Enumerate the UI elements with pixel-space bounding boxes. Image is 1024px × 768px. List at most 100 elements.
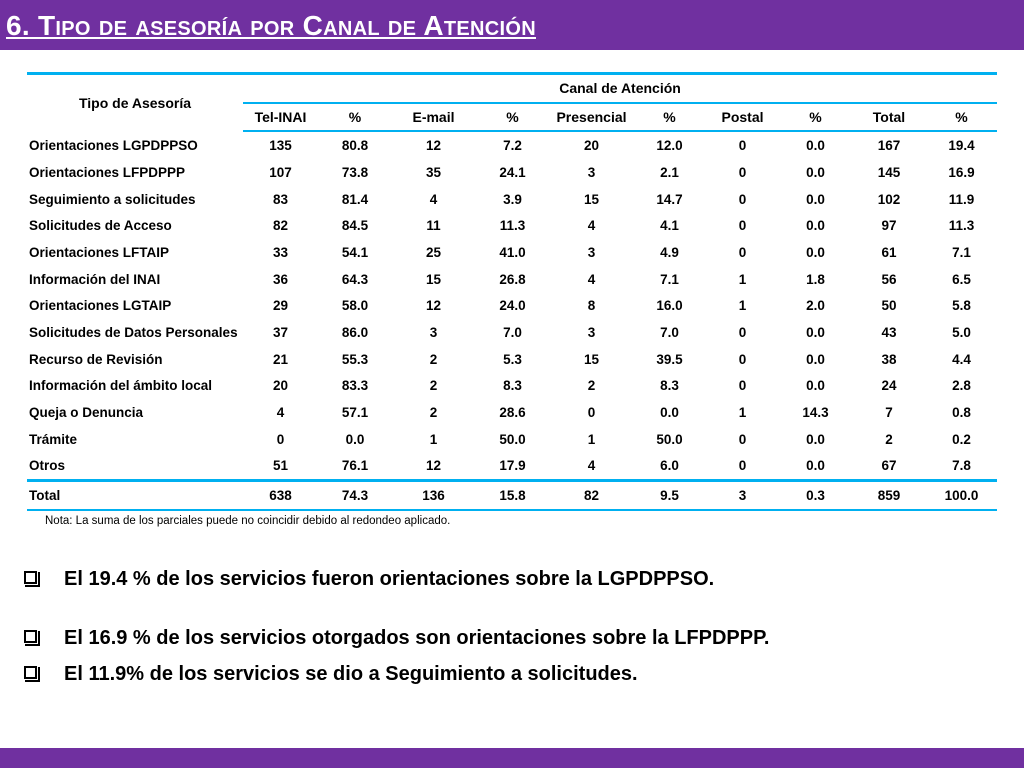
bullet-text: El 16.9 % de los servicios otorgados son… (64, 627, 770, 649)
table-cell: 3 (587, 325, 596, 341)
table-cell: 8.3 (503, 378, 522, 394)
table-row: Orientaciones LFPDPPP 107 73.8 35 24.1 3 2.1 0 0… (27, 159, 997, 186)
table-cell: 28.6 (499, 405, 526, 421)
table-cell: 24.0 (499, 298, 526, 314)
table-cell: 0 (738, 164, 747, 180)
table-cell: 2 (885, 431, 893, 447)
table-cell: 83.3 (341, 378, 369, 394)
table-cell: 12.0 (656, 138, 683, 154)
table-cell: 11.9 (948, 191, 975, 207)
table-cell: 4 (587, 218, 596, 234)
table-row: Solicitudes de Acceso 82 84.5 11 11.3 4 4.1 0 0.… (27, 212, 997, 239)
table-cell: 4.9 (660, 244, 679, 260)
table-row: Solicitudes de Datos Personales 37 86.0 3 7.… (27, 319, 997, 346)
page-title: 6. Tipo de asesoría por Canal de Atenció… (6, 10, 536, 41)
table-cell: 14.3 (802, 405, 829, 421)
row-label: Información del ámbito local (29, 378, 213, 394)
table-cell: 145 (877, 164, 901, 180)
table-cell: 67 (881, 458, 897, 474)
row-label: Orientaciones LFTAIP (29, 244, 170, 260)
corner-header: Tipo de Asesoría (27, 72, 243, 132)
table-row: Orientaciones LFTAIP 33 54.1 25 41.0 3 4.9 0 0.0… (27, 239, 997, 266)
table-cell: 73.8 (341, 164, 369, 180)
table-row: Otros 51 76.1 12 17.9 4 6.0 0 0.0 67 7.8 (27, 453, 997, 481)
table-cell: 2 (429, 378, 438, 394)
table-cell: 7.0 (503, 325, 522, 341)
column-header: Postal (706, 102, 779, 133)
table-cell: 20 (272, 378, 289, 394)
row-label: Trámite (29, 431, 78, 447)
table-cell: 0 (738, 244, 747, 260)
table-cell: 15 (425, 271, 442, 287)
checkbox-square-icon (24, 571, 40, 587)
table-cell: 39.5 (656, 351, 683, 367)
total-cell: 9.5 (633, 479, 706, 512)
table-cell: 0.0 (806, 244, 825, 260)
bullet-list: El 19.4 % de los servicios fueron orient… (24, 566, 769, 687)
row-label: Solicitudes de Acceso (29, 218, 172, 234)
table-cell: 135 (269, 138, 292, 154)
table-cell: 0 (738, 378, 747, 394)
table-row: Orientaciones LGTAIP 29 58.0 12 24.0 8 16.0 1 2.… (27, 293, 997, 320)
table-cell: 7 (885, 405, 893, 421)
table-cell: 83 (272, 191, 289, 207)
total-cell: 0.3 (779, 479, 852, 512)
table-cell: 4.4 (952, 351, 971, 367)
table-cell: 36 (272, 271, 289, 287)
row-label: Otros (29, 458, 66, 474)
table-cell: 6.0 (660, 458, 679, 474)
table-cell: 0 (738, 138, 747, 154)
table-cell: 4 (587, 271, 596, 287)
column-header: Tel-INAI (243, 102, 318, 133)
table-cell: 0 (738, 325, 747, 341)
bullet-item: El 16.9 % de los servicios otorgados son… (24, 625, 769, 651)
table-cell: 6.5 (952, 271, 971, 287)
table-cell: 11.3 (948, 218, 975, 234)
table-cell: 0 (738, 431, 747, 447)
table-cell: 0.0 (806, 164, 825, 180)
table-cell: 56 (881, 271, 897, 287)
group-header: Canal de Atención (243, 71, 998, 104)
table-cell: 3 (587, 244, 596, 260)
table-cell: 35 (425, 164, 442, 180)
total-cell: 74.3 (318, 479, 392, 512)
row-label: Queja o Denuncia (29, 405, 144, 421)
row-label: Seguimiento a solicitudes (29, 191, 196, 207)
table-cell: 84.5 (341, 218, 369, 234)
table-cell: 107 (269, 164, 292, 180)
table-cell: 102 (877, 191, 901, 207)
table-cell: 12 (425, 298, 442, 314)
table-cell: 8 (587, 298, 596, 314)
table-cell: 0 (587, 405, 596, 421)
table-cell: 0.2 (952, 431, 971, 447)
table-row: Información del ámbito local 20 83.3 2 8.3 2 8… (27, 373, 997, 400)
table-cell: 0.0 (806, 325, 825, 341)
row-label: Orientaciones LGPDPPSO (29, 137, 198, 153)
checkbox-square-icon (24, 666, 40, 682)
table-cell: 4.1 (660, 218, 679, 234)
table-cell: 15 (583, 191, 600, 207)
table-cell: 0.8 (952, 405, 971, 421)
table-cell: 11 (426, 218, 441, 234)
table-cell: 37 (272, 325, 289, 341)
row-label: Orientaciones LFPDPPP (29, 164, 186, 180)
column-header: Presencial (550, 102, 633, 133)
total-cell: 638 (243, 479, 318, 512)
bullet-item: El 19.4 % de los servicios fueron orient… (24, 566, 769, 592)
total-cell: 859 (852, 479, 926, 512)
total-cell: 15.8 (475, 479, 550, 512)
table-cell: 3 (587, 164, 596, 180)
table-row: Trámite 0 0.0 1 50.0 1 50.0 0 0.0 2 0.2 (27, 426, 997, 453)
checkbox-square-icon (24, 630, 40, 646)
table-row: Seguimiento a solicitudes 83 81.4 4 3.9 15 14.… (27, 186, 997, 213)
table-row: Queja o Denuncia 4 57.1 2 28.6 0 0.0 1 14.3 7 0.8 (27, 399, 997, 426)
table-cell: 24 (881, 378, 897, 394)
table-cell: 3 (429, 325, 438, 341)
table-cell: 0.0 (806, 191, 825, 207)
table-cell: 0.0 (806, 378, 825, 394)
column-header: % (926, 102, 998, 133)
table-cell: 38 (881, 351, 897, 367)
table-cell: 2 (587, 378, 596, 394)
table-cell: 55.3 (341, 351, 369, 367)
table-cell: 26.8 (499, 271, 526, 287)
